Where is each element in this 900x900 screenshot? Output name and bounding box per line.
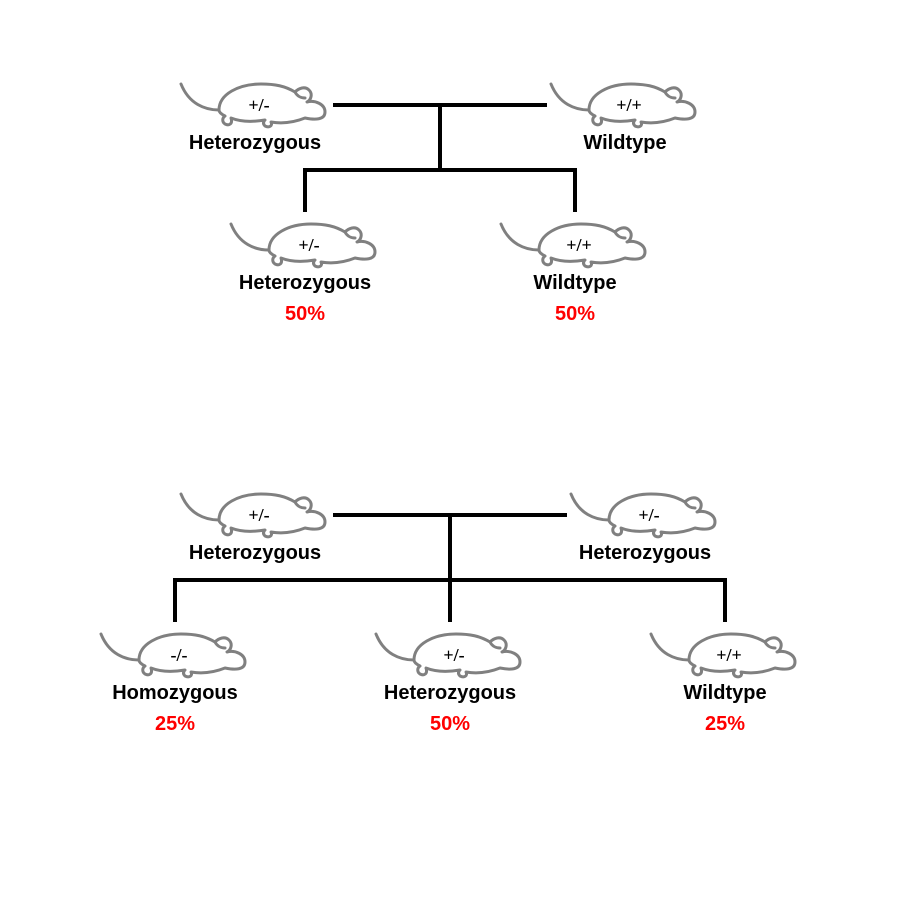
mouse-genotype-text: -/- bbox=[171, 645, 188, 665]
mouse-genotype-text: +/+ bbox=[616, 95, 642, 115]
mouse-node-o1a: +/- Heterozygous 50% bbox=[225, 210, 385, 326]
pedigree-lines-cross2 bbox=[0, 0, 900, 900]
mouse-icon: +/- bbox=[370, 620, 530, 680]
mouse-icon: +/+ bbox=[645, 620, 805, 680]
offspring-percent: 25% bbox=[95, 713, 255, 736]
mouse-icon: +/+ bbox=[545, 70, 705, 130]
mouse-genotype-text: +/- bbox=[443, 645, 464, 665]
mouse-node-p1b: +/+ Wildtype bbox=[545, 70, 705, 155]
offspring-percent: 50% bbox=[495, 303, 655, 326]
mouse-node-p2a: +/- Heterozygous bbox=[175, 480, 335, 565]
mouse-genotype-text: +/- bbox=[248, 95, 269, 115]
mouse-icon: +/- bbox=[225, 210, 385, 270]
mouse-node-o2b: +/- Heterozygous 50% bbox=[370, 620, 530, 736]
mouse-node-p1a: +/- Heterozygous bbox=[175, 70, 335, 155]
mouse-icon: -/- bbox=[95, 620, 255, 680]
mouse-genotype-text: +/+ bbox=[566, 235, 592, 255]
mouse-icon: +/- bbox=[175, 480, 335, 540]
genetics-cross-diagram: +/- Heterozygous +/+ Wildtype +/- Hetero… bbox=[0, 0, 900, 900]
offspring-percent: 50% bbox=[370, 713, 530, 736]
pedigree-lines-cross1 bbox=[0, 0, 900, 900]
mouse-icon: +/- bbox=[565, 480, 725, 540]
mouse-node-o1b: +/+ Wildtype 50% bbox=[495, 210, 655, 326]
genotype-label: Heterozygous bbox=[370, 682, 530, 705]
genotype-label: Heterozygous bbox=[225, 272, 385, 295]
offspring-percent: 25% bbox=[645, 713, 805, 736]
mouse-node-p2b: +/- Heterozygous bbox=[565, 480, 725, 565]
mouse-icon: +/- bbox=[175, 70, 335, 130]
genotype-label: Heterozygous bbox=[565, 542, 725, 565]
mouse-genotype-text: +/- bbox=[248, 505, 269, 525]
mouse-genotype-text: +/- bbox=[638, 505, 659, 525]
genotype-label: Heterozygous bbox=[175, 132, 335, 155]
mouse-icon: +/+ bbox=[495, 210, 655, 270]
genotype-label: Homozygous bbox=[95, 682, 255, 705]
mouse-node-o2c: +/+ Wildtype 25% bbox=[645, 620, 805, 736]
mouse-genotype-text: +/- bbox=[298, 235, 319, 255]
genotype-label: Wildtype bbox=[645, 682, 805, 705]
mouse-node-o2a: -/- Homozygous 25% bbox=[95, 620, 255, 736]
genotype-label: Heterozygous bbox=[175, 542, 335, 565]
offspring-percent: 50% bbox=[225, 303, 385, 326]
genotype-label: Wildtype bbox=[545, 132, 705, 155]
mouse-genotype-text: +/+ bbox=[716, 645, 742, 665]
genotype-label: Wildtype bbox=[495, 272, 655, 295]
